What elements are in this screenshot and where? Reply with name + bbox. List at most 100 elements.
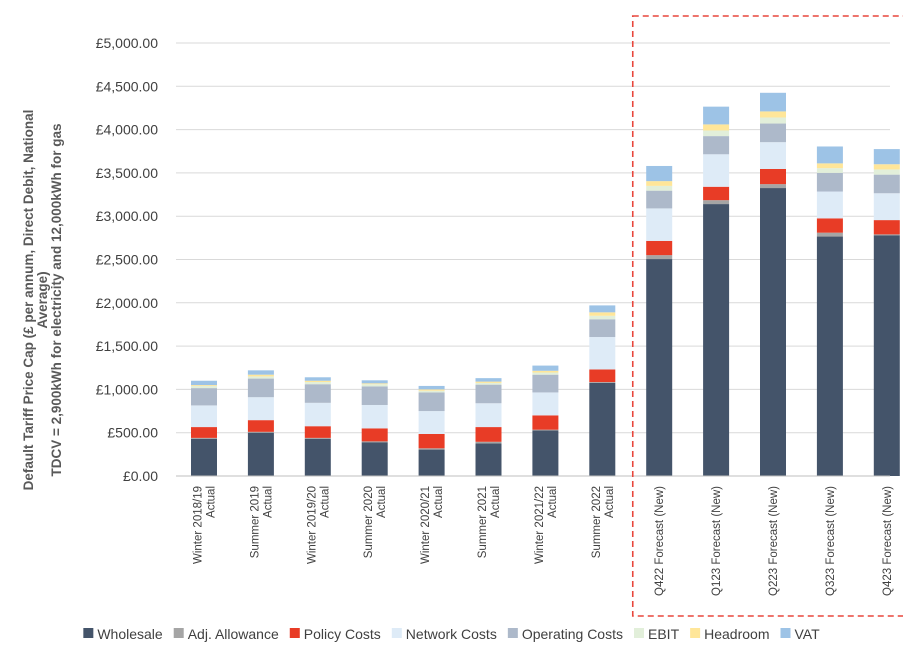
bar-segment xyxy=(703,154,730,187)
legend: Wholesale Adj. Allowance Policy Costs Netwo… xyxy=(83,626,820,642)
bar-segment xyxy=(418,449,445,476)
bar-segment xyxy=(532,415,559,430)
bar-segment xyxy=(247,376,274,379)
bar-segment xyxy=(703,136,730,155)
bar-segment xyxy=(760,169,786,185)
y-tick-label: £1,500.00 xyxy=(96,338,158,354)
bar-segment xyxy=(191,427,217,438)
bar-segment xyxy=(304,426,331,438)
x-tick-label: Q223 Forecast (New) xyxy=(768,486,780,596)
y-axis-label: Default Tariff Price Cap (£ per annum, D… xyxy=(21,110,64,491)
y-tick-label: £3,000.00 xyxy=(96,208,158,224)
x-tick-label-line: Q423 Forecast (New) xyxy=(882,486,894,596)
bar-segment xyxy=(418,411,445,434)
x-tick-label-line: Actual xyxy=(319,486,331,518)
y-axis-label-line-3: TDCV = 2,900kWh for electricity and 12,0… xyxy=(49,124,64,477)
x-tick-label-line: Winter 2018/19 xyxy=(193,486,205,564)
bar-segment xyxy=(646,240,673,256)
bar-segment xyxy=(532,430,559,476)
bar-segment xyxy=(361,442,388,476)
bar-segment xyxy=(247,420,274,432)
bar-segment xyxy=(816,218,843,233)
x-tick-label: Winter 2019/20 Actual xyxy=(306,486,331,564)
bar-segment xyxy=(816,191,843,219)
y-tick-label: £0.00 xyxy=(123,468,158,484)
bar-segment xyxy=(760,92,786,112)
x-tick-label: Q422 Forecast (New) xyxy=(654,486,666,596)
bar-segment xyxy=(247,431,274,433)
bar-segment xyxy=(816,172,843,192)
y-tick-label: £2,000.00 xyxy=(96,295,158,311)
bar-segment xyxy=(703,130,730,137)
bar-segment xyxy=(475,403,502,428)
x-axis-ticks: Winter 2018/19 Actual Summer 2019 Actual Win… xyxy=(193,486,894,596)
bar-segment xyxy=(532,372,559,375)
x-tick-label-line: Actual xyxy=(604,486,616,518)
bar-segment xyxy=(191,437,217,439)
x-tick-label-line: Actual xyxy=(376,486,388,518)
x-tick-label: Q123 Forecast (New) xyxy=(711,486,723,596)
x-tick-label-line: Actual xyxy=(490,486,502,518)
bars xyxy=(191,92,900,477)
bar-segment xyxy=(418,389,445,391)
x-tick-label: Winter 2018/19 Actual xyxy=(193,486,218,564)
x-tick-label-line: Q223 Forecast (New) xyxy=(768,486,780,596)
legend-swatch xyxy=(634,628,645,638)
bar-segment xyxy=(191,388,217,406)
legend-label: Network Costs xyxy=(406,626,497,642)
legend-label: Adj. Allowance xyxy=(188,626,279,642)
y-axis-label-line-1: Default Tariff Price Cap (£ per annum, D… xyxy=(21,110,36,491)
bar-segment xyxy=(191,405,217,428)
legend-label: Policy Costs xyxy=(304,626,381,642)
bar-segment xyxy=(418,433,445,449)
bar-segment xyxy=(873,193,900,221)
legend-label: Operating Costs xyxy=(522,626,623,642)
bar-segment xyxy=(589,319,616,338)
bar-segment xyxy=(816,146,843,164)
bar-segment xyxy=(361,386,388,405)
bar-segment xyxy=(475,378,502,382)
bar-segment xyxy=(361,380,388,384)
bar-segment xyxy=(247,432,274,476)
x-tick-label-line: Actual xyxy=(206,486,218,518)
bar-segment xyxy=(191,385,217,389)
bar-segment xyxy=(589,315,616,320)
bar-segment xyxy=(646,190,673,209)
x-tick-label: Summer 2021 Actual xyxy=(477,486,502,558)
bar-segment xyxy=(646,259,673,476)
y-tick-label: £4,500.00 xyxy=(96,78,158,94)
legend-label: EBIT xyxy=(648,626,680,642)
legend-swatch xyxy=(507,628,518,638)
y-tick-label: £1,000.00 xyxy=(96,381,158,397)
bar-segment xyxy=(760,142,786,170)
y-tick-label: £4,000.00 xyxy=(96,122,158,138)
bar-segment xyxy=(760,123,786,143)
bar-segment xyxy=(873,235,900,476)
bar-segment xyxy=(475,441,502,444)
x-tick-label-line: Summer 2022 xyxy=(591,486,603,558)
x-tick-label-line: Summer 2020 xyxy=(363,486,375,558)
bar-segment xyxy=(247,378,274,398)
bar-segment xyxy=(475,384,502,404)
gridlines xyxy=(176,42,890,434)
bar-segment xyxy=(646,185,673,191)
bar-segment xyxy=(361,384,388,387)
legend-swatch xyxy=(780,628,791,638)
bar-segment xyxy=(646,165,673,182)
bar-segment xyxy=(873,234,900,236)
forecast-highlight-box xyxy=(631,15,903,617)
bar-segment xyxy=(816,168,843,173)
x-tick-label-line: Actual xyxy=(433,486,445,518)
bar-segment xyxy=(532,392,559,416)
bar-segment xyxy=(589,305,616,313)
bar-segment xyxy=(418,390,445,393)
x-tick-label-line: Q323 Forecast (New) xyxy=(825,486,837,596)
bar-segment xyxy=(304,384,331,403)
bar-segment xyxy=(418,385,445,390)
bar-segment xyxy=(191,385,217,386)
y-tick-label: £5,000.00 xyxy=(96,35,158,51)
legend-swatch xyxy=(173,628,184,638)
bar-segment xyxy=(873,164,900,170)
bar-segment xyxy=(589,382,616,476)
x-tick-label: Summer 2019 Actual xyxy=(249,486,274,558)
